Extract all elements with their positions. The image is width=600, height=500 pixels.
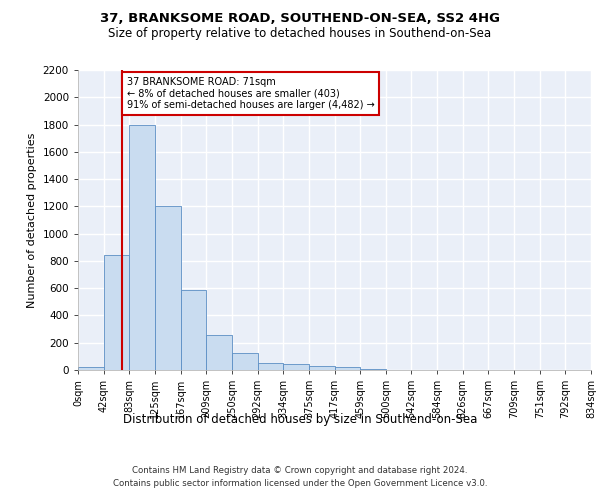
Bar xyxy=(309,366,335,370)
Bar xyxy=(104,255,130,370)
Bar xyxy=(181,290,206,370)
Text: Contains HM Land Registry data © Crown copyright and database right 2024.
Contai: Contains HM Land Registry data © Crown c… xyxy=(113,466,487,487)
Bar xyxy=(257,363,283,370)
Bar xyxy=(155,206,181,370)
Text: 37, BRANKSOME ROAD, SOUTHEND-ON-SEA, SS2 4HG: 37, BRANKSOME ROAD, SOUTHEND-ON-SEA, SS2… xyxy=(100,12,500,26)
Bar xyxy=(232,353,257,370)
Bar xyxy=(283,364,309,370)
Text: Distribution of detached houses by size in Southend-on-Sea: Distribution of detached houses by size … xyxy=(123,412,477,426)
Bar xyxy=(206,334,232,370)
Y-axis label: Number of detached properties: Number of detached properties xyxy=(27,132,37,308)
Bar xyxy=(130,124,155,370)
Bar xyxy=(78,366,104,370)
Bar xyxy=(335,368,360,370)
Text: 37 BRANKSOME ROAD: 71sqm
← 8% of detached houses are smaller (403)
91% of semi-d: 37 BRANKSOME ROAD: 71sqm ← 8% of detache… xyxy=(127,77,374,110)
Text: Size of property relative to detached houses in Southend-on-Sea: Size of property relative to detached ho… xyxy=(109,28,491,40)
